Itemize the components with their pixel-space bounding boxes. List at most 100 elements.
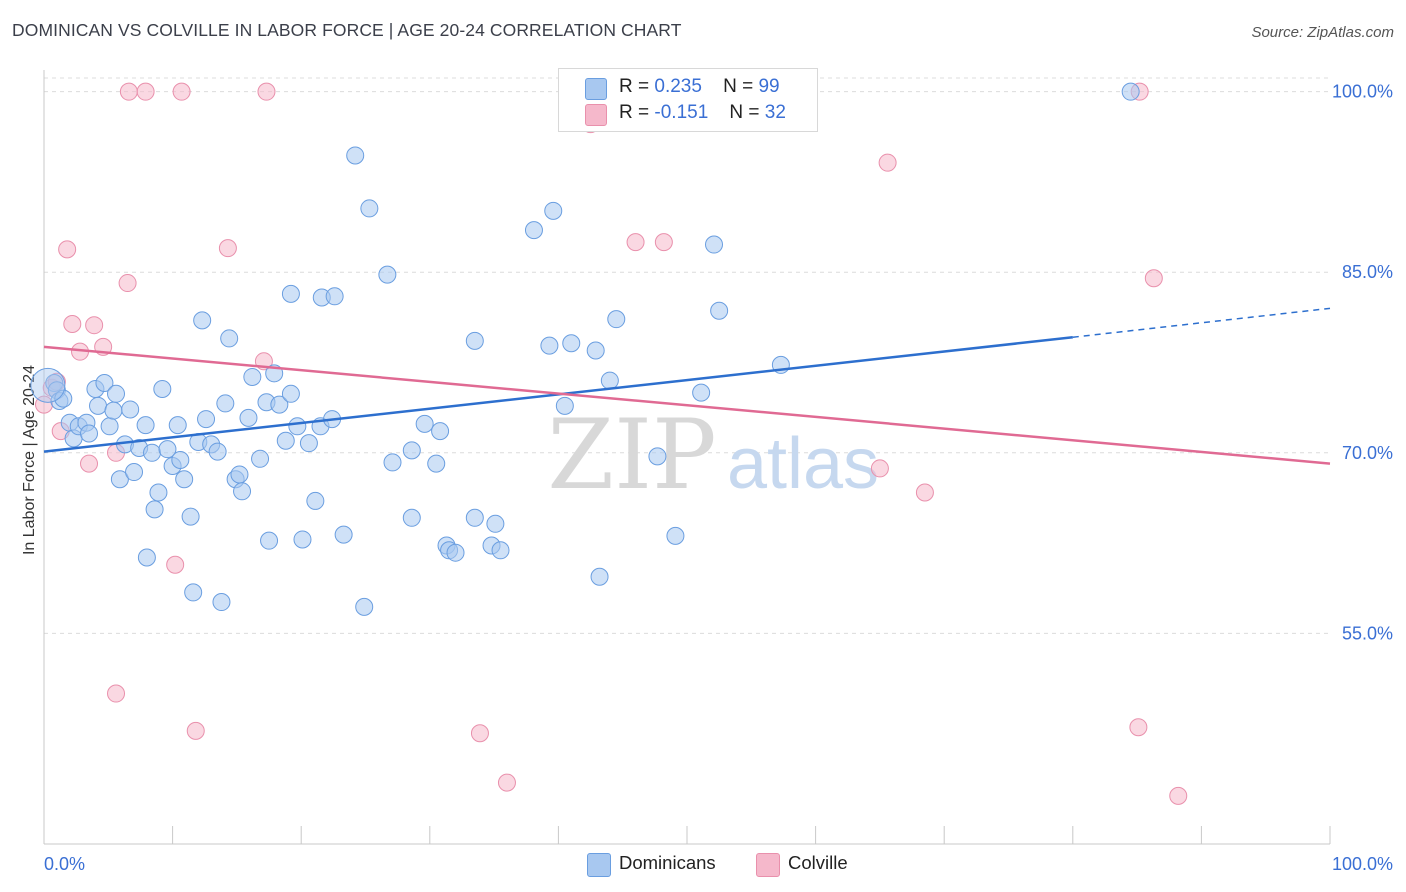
dominicans-point bbox=[230, 465, 249, 484]
watermark: ZIP atlas bbox=[547, 399, 879, 511]
colville-point bbox=[218, 239, 237, 258]
dominicans-point bbox=[600, 371, 619, 390]
legend-r-label: R = bbox=[619, 102, 650, 123]
dominicans-point bbox=[346, 146, 365, 165]
colville-point bbox=[119, 82, 138, 101]
colville-point bbox=[1129, 718, 1148, 737]
colville-point bbox=[1169, 786, 1188, 805]
dominicans-point bbox=[270, 395, 289, 414]
y-tick-label: 85.0% bbox=[1342, 262, 1393, 282]
dominicans-point bbox=[193, 311, 212, 330]
dominicans-point bbox=[184, 583, 203, 602]
legend-n-value: 32 bbox=[764, 102, 786, 123]
dominicans-point bbox=[586, 341, 605, 360]
stats-legend: R = 0.235 N = 99 R = -0.151 N = 32 bbox=[558, 68, 818, 132]
dominicans-trend-extension bbox=[1072, 307, 1331, 338]
colville-point bbox=[166, 555, 185, 574]
legend-r-value: 0.235 bbox=[654, 76, 702, 97]
dominicans-point-large bbox=[30, 367, 66, 403]
dominicans-point bbox=[89, 396, 108, 415]
dominicans-point bbox=[276, 431, 295, 450]
dominicans-point bbox=[710, 301, 729, 320]
dominicans-point bbox=[158, 440, 177, 459]
dominicans-point bbox=[415, 414, 434, 433]
dominicans-point bbox=[491, 541, 510, 560]
dominicans-point bbox=[281, 284, 300, 303]
legend-r-value: -0.151 bbox=[654, 102, 709, 123]
dominicans-point bbox=[607, 310, 626, 329]
dominicans-point bbox=[402, 441, 421, 460]
dominicans-point bbox=[153, 379, 172, 398]
watermark-zip: ZIP bbox=[547, 399, 716, 511]
dominicans-point bbox=[402, 508, 421, 527]
dominicans-point bbox=[562, 334, 581, 353]
dominicans-points bbox=[30, 82, 1140, 616]
legend-n-value: 99 bbox=[758, 76, 780, 97]
dominicans-point bbox=[1121, 82, 1140, 101]
legend-r-label: R = bbox=[619, 76, 650, 97]
colville-point bbox=[118, 274, 137, 293]
y-tick-label: 55.0% bbox=[1342, 623, 1393, 643]
dominicans-point bbox=[233, 482, 252, 501]
dominicans-point bbox=[288, 417, 307, 436]
dominicans-point bbox=[107, 384, 126, 403]
x-tick-label: 100.0% bbox=[1332, 854, 1393, 874]
colville-legend-swatch bbox=[756, 853, 780, 877]
colville-point bbox=[257, 82, 276, 101]
dominicans-point bbox=[666, 526, 685, 545]
dominicans-point bbox=[705, 235, 724, 254]
dominicans-point bbox=[465, 508, 484, 527]
dominicans-point bbox=[104, 401, 123, 420]
dominicans-point bbox=[212, 593, 231, 612]
dominicans-point bbox=[486, 514, 505, 533]
dominicans-point bbox=[446, 543, 465, 562]
colville-point bbox=[63, 314, 82, 333]
dominicans-point bbox=[540, 336, 559, 355]
dominicans-swatch bbox=[585, 78, 607, 100]
dominicans-point bbox=[524, 221, 543, 240]
dominicans-point bbox=[306, 491, 325, 510]
dominicans-point bbox=[175, 470, 194, 489]
y-tick-label: 100.0% bbox=[1332, 82, 1393, 102]
dominicans-point bbox=[168, 416, 187, 435]
colville-point bbox=[470, 724, 489, 743]
dominicans-point bbox=[544, 201, 563, 220]
dominicans-point bbox=[125, 463, 144, 482]
watermark-atlas: atlas bbox=[727, 424, 879, 504]
colville-point bbox=[915, 483, 934, 502]
dominicans-point bbox=[555, 396, 574, 415]
dominicans-point bbox=[360, 199, 379, 218]
trend-lines bbox=[43, 307, 1331, 465]
dominicans-point bbox=[110, 470, 129, 489]
colville-legend-label: Colville bbox=[788, 852, 848, 873]
dominicans-point bbox=[431, 422, 450, 441]
colville-point bbox=[186, 721, 205, 740]
dominicans-legend-swatch bbox=[587, 853, 611, 877]
dominicans-point bbox=[100, 417, 119, 436]
dominicans-point bbox=[590, 567, 609, 586]
dominicans-point bbox=[220, 329, 239, 348]
dominicans-point bbox=[251, 449, 270, 468]
colville-point bbox=[497, 773, 516, 792]
dominicans-point bbox=[80, 424, 99, 443]
dominicans-point bbox=[197, 410, 216, 429]
colville-swatch bbox=[585, 104, 607, 126]
y-tick-label: 70.0% bbox=[1342, 443, 1393, 463]
colville-trend-line bbox=[43, 345, 1331, 465]
dominicans-point bbox=[143, 443, 162, 462]
dominicans-point bbox=[465, 331, 484, 350]
dominicans-point bbox=[243, 367, 262, 386]
axes bbox=[43, 70, 1331, 845]
dominicans-point bbox=[54, 389, 73, 408]
x-tick-label: 0.0% bbox=[44, 854, 85, 874]
legend-n-label: N = bbox=[723, 76, 754, 97]
dominicans-point bbox=[281, 384, 300, 403]
colville-point bbox=[654, 233, 673, 252]
dominicans-point bbox=[334, 525, 353, 544]
dominicans-point bbox=[378, 265, 397, 284]
dominicans-point bbox=[136, 416, 155, 435]
dominicans-point bbox=[692, 383, 711, 402]
dominicans-point bbox=[149, 483, 168, 502]
grid-lines bbox=[44, 77, 1330, 634]
